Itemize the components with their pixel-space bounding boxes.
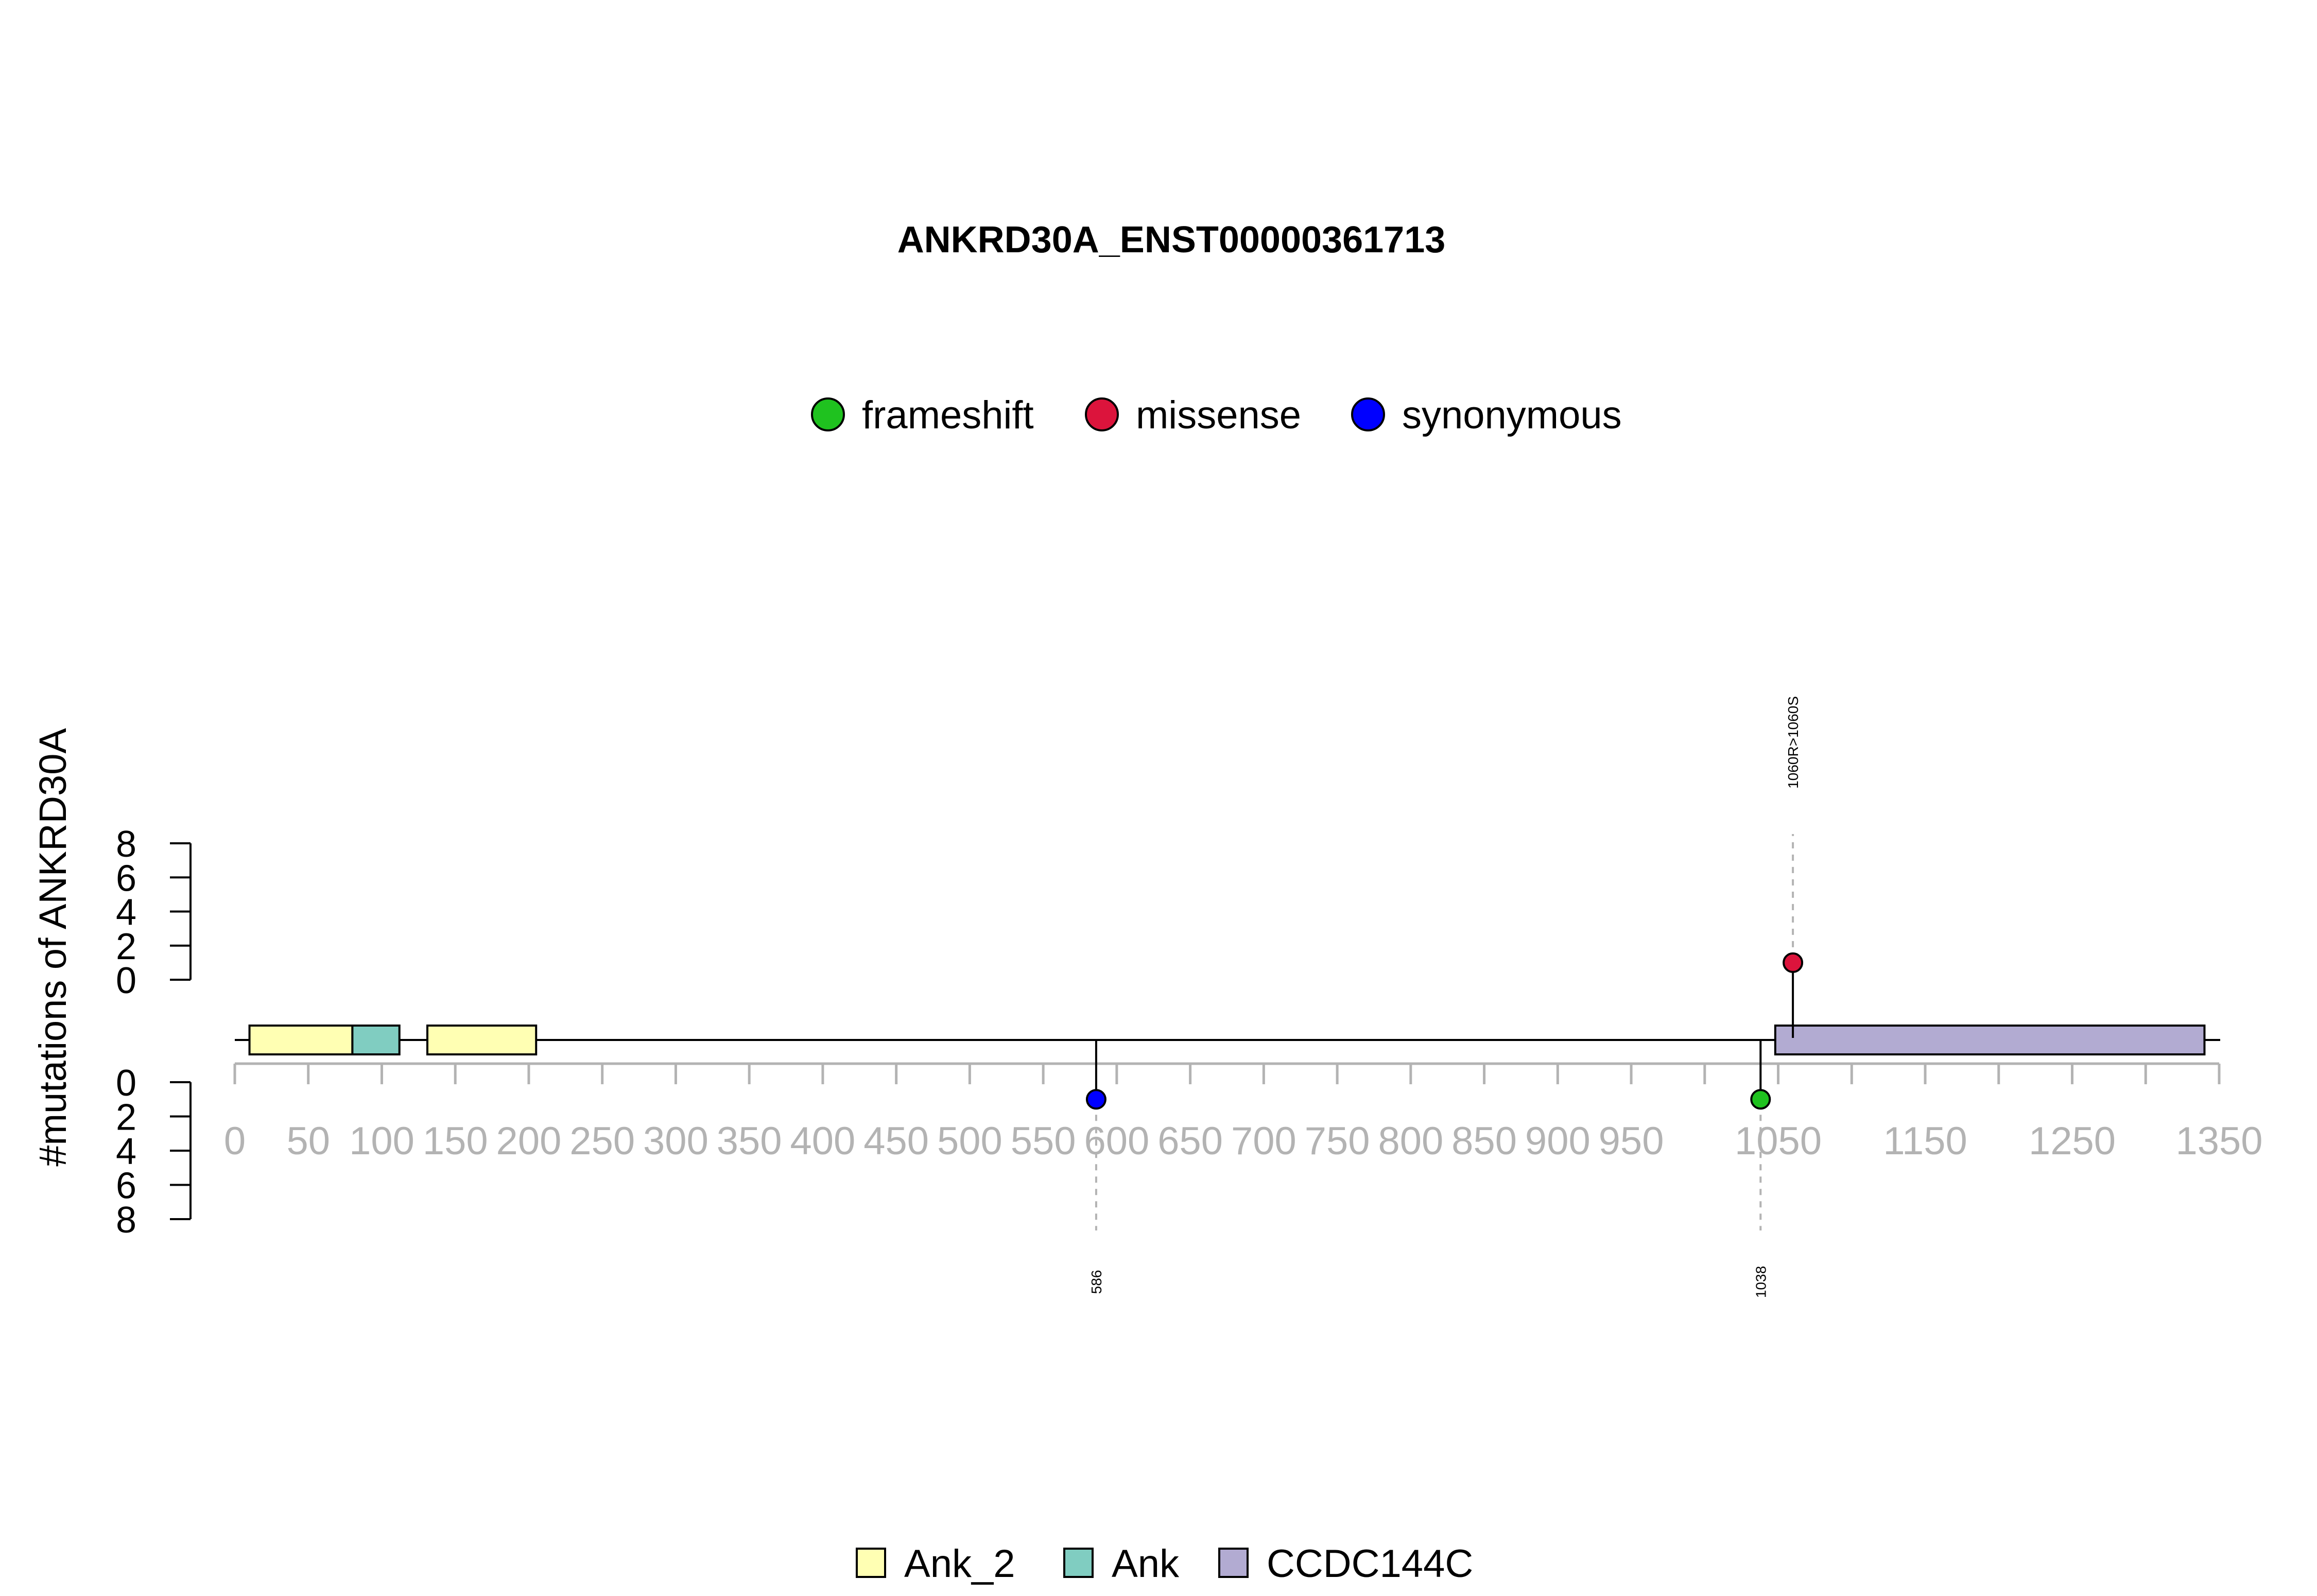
legend-label-synonymous: synonymous bbox=[1402, 393, 1622, 437]
domain-legend-swatch-ank bbox=[1063, 1548, 1094, 1578]
mutation-1060: 1060R>1060S bbox=[1783, 696, 1804, 1038]
x-tick-label-600: 600 bbox=[1084, 1119, 1149, 1163]
domain-legend-swatch-ank_2 bbox=[856, 1548, 886, 1578]
y-tick-label-upper-0: 0 bbox=[116, 960, 136, 1001]
x-tick-label-900: 900 bbox=[1525, 1119, 1590, 1163]
x-tick-label-850: 850 bbox=[1451, 1119, 1517, 1163]
x-tick-label-1350: 1350 bbox=[2175, 1119, 2262, 1163]
domain-legend-swatch-ccdc144c bbox=[1218, 1548, 1249, 1578]
x-tick-label-1250: 1250 bbox=[2029, 1119, 2116, 1163]
legend-item-synonymous: synonymous bbox=[1351, 393, 1622, 437]
legend-dot-synonymous bbox=[1351, 397, 1385, 431]
domain-legend: Ank_2 Ank CCDC144C bbox=[856, 1542, 1473, 1586]
mutation-586: 586 bbox=[1085, 1040, 1106, 1294]
x-tick-label-50: 50 bbox=[286, 1119, 330, 1163]
x-tick-label-300: 300 bbox=[643, 1119, 708, 1163]
x-tick-label-350: 350 bbox=[717, 1119, 782, 1163]
domain-legend-item-ccdc144c: CCDC144C bbox=[1218, 1542, 1473, 1586]
domain-legend-item-ank: Ank bbox=[1063, 1542, 1180, 1586]
mutation-label-586: 586 bbox=[1088, 1270, 1104, 1294]
x-tick-label-450: 450 bbox=[863, 1119, 929, 1163]
domain-legend-label-ccdc144c: CCDC144C bbox=[1267, 1542, 1473, 1586]
y-tick-label-upper-2: 2 bbox=[116, 926, 136, 967]
domain-legend-label-ank_2: Ank_2 bbox=[904, 1542, 1015, 1586]
mutation-type-legend: frameshift missense synonymous bbox=[811, 393, 1622, 437]
x-tick-label-250: 250 bbox=[569, 1119, 635, 1163]
legend-dot-missense bbox=[1085, 397, 1119, 431]
protein-domains bbox=[248, 1025, 2206, 1055]
y-tick-label-upper-6: 6 bbox=[116, 858, 136, 899]
x-tick-label-950: 950 bbox=[1599, 1119, 1664, 1163]
x-tick-label-500: 500 bbox=[937, 1119, 1002, 1163]
x-tick-label-1050: 1050 bbox=[1735, 1119, 1822, 1163]
x-tick-label-650: 650 bbox=[1157, 1119, 1223, 1163]
domain-ank_2-2 bbox=[426, 1025, 538, 1055]
x-tick-label-100: 100 bbox=[349, 1119, 414, 1163]
x-tick-label-550: 550 bbox=[1011, 1119, 1076, 1163]
x-tick-label-1150: 1150 bbox=[1883, 1119, 1967, 1163]
mutation-dot-1038 bbox=[1750, 1089, 1771, 1110]
mutation-label-1060: 1060R>1060S bbox=[1785, 696, 1801, 789]
mutation-lollipops: 1060R>1060S 586 1038 bbox=[1085, 696, 1804, 1298]
x-tick-label-700: 700 bbox=[1231, 1119, 1296, 1163]
mutation-1038: 1038 bbox=[1750, 1040, 1771, 1298]
y-tick-label-lower-8: 8 bbox=[116, 1200, 136, 1241]
legend-dot-frameshift bbox=[811, 397, 845, 431]
legend-label-frameshift: frameshift bbox=[862, 393, 1034, 437]
legend-item-missense: missense bbox=[1085, 393, 1301, 437]
chart-title: ANKRD30A_ENST00000361713 bbox=[897, 219, 1446, 261]
x-tick-label-200: 200 bbox=[496, 1119, 562, 1163]
domain-ank-1 bbox=[351, 1025, 401, 1055]
y-tick-label-lower-2: 2 bbox=[116, 1097, 136, 1138]
domain-legend-item-ank_2: Ank_2 bbox=[856, 1542, 1015, 1586]
legend-label-missense: missense bbox=[1136, 393, 1301, 437]
mutation-label-1038: 1038 bbox=[1753, 1266, 1769, 1298]
domain-legend-label-ank: Ank bbox=[1112, 1542, 1180, 1586]
x-tick-label-750: 750 bbox=[1305, 1119, 1370, 1163]
domain-ank_2-0 bbox=[248, 1025, 354, 1055]
legend-item-frameshift: frameshift bbox=[811, 393, 1034, 437]
y-tick-label-lower-4: 4 bbox=[116, 1131, 136, 1172]
y-axis-label: #mutations of ANKRD30A bbox=[31, 728, 74, 1167]
x-tick-label-400: 400 bbox=[790, 1119, 856, 1163]
x-tick-label-150: 150 bbox=[423, 1119, 488, 1163]
mutation-dot-1060 bbox=[1783, 952, 1804, 973]
x-tick-label-800: 800 bbox=[1378, 1119, 1443, 1163]
domain-ccdc144c-3 bbox=[1774, 1025, 2206, 1055]
y-tick-label-upper-8: 8 bbox=[116, 824, 136, 865]
y-tick-label-lower-6: 6 bbox=[116, 1166, 136, 1207]
y-tick-label-upper-4: 4 bbox=[116, 892, 136, 933]
mutation-dot-586 bbox=[1085, 1089, 1106, 1110]
x-tick-label-0: 0 bbox=[224, 1119, 246, 1163]
y-tick-label-lower-0: 0 bbox=[116, 1063, 136, 1104]
x-axis: 0 50 100 150 200 250 300 350 400 450 500 550 600 650 7… bbox=[224, 1062, 2263, 1163]
